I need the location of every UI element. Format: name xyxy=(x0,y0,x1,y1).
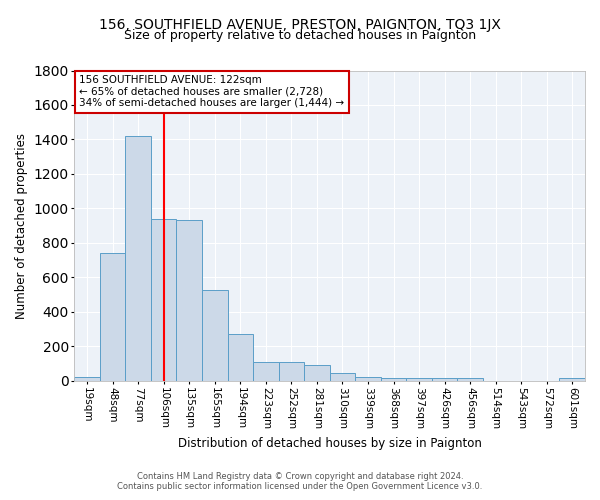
Bar xyxy=(304,364,329,381)
Bar xyxy=(151,219,176,381)
Bar xyxy=(457,378,483,381)
Text: 156 SOUTHFIELD AVENUE: 122sqm
← 65% of detached houses are smaller (2,728)
34% o: 156 SOUTHFIELD AVENUE: 122sqm ← 65% of d… xyxy=(79,75,344,108)
Bar xyxy=(125,136,151,381)
Bar xyxy=(381,378,406,381)
Bar xyxy=(432,378,457,381)
Bar xyxy=(329,373,355,381)
Bar xyxy=(100,254,125,381)
Bar xyxy=(176,220,202,381)
Bar xyxy=(355,376,381,381)
Bar xyxy=(227,334,253,381)
Bar xyxy=(253,362,278,381)
Text: Size of property relative to detached houses in Paignton: Size of property relative to detached ho… xyxy=(124,28,476,42)
Bar xyxy=(559,378,585,381)
Text: 156, SOUTHFIELD AVENUE, PRESTON, PAIGNTON, TQ3 1JX: 156, SOUTHFIELD AVENUE, PRESTON, PAIGNTO… xyxy=(99,18,501,32)
Bar xyxy=(406,378,432,381)
Text: Contains HM Land Registry data © Crown copyright and database right 2024.
Contai: Contains HM Land Registry data © Crown c… xyxy=(118,472,482,491)
Bar xyxy=(74,376,100,381)
X-axis label: Distribution of detached houses by size in Paignton: Distribution of detached houses by size … xyxy=(178,437,482,450)
Y-axis label: Number of detached properties: Number of detached properties xyxy=(15,132,28,318)
Bar xyxy=(202,290,227,381)
Bar xyxy=(278,362,304,381)
